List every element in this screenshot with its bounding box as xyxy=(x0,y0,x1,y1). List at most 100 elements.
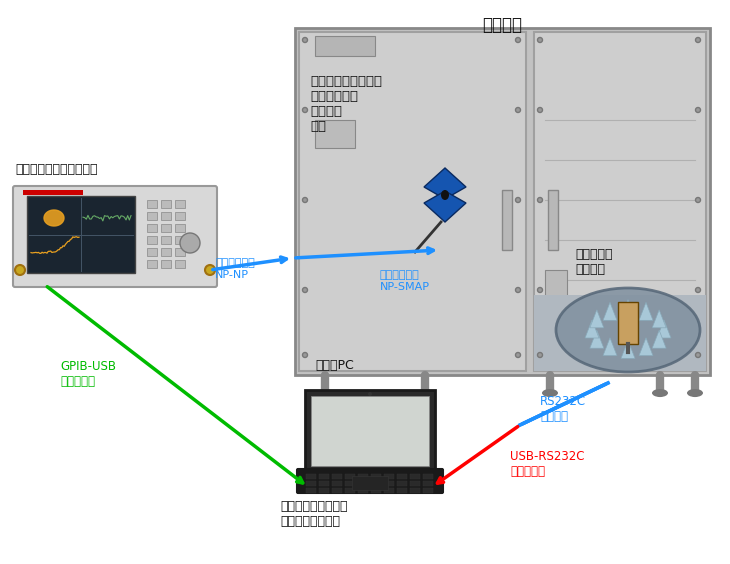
Bar xyxy=(175,236,185,244)
Bar xyxy=(345,488,355,493)
Ellipse shape xyxy=(696,197,701,202)
Polygon shape xyxy=(621,299,635,318)
Bar xyxy=(358,488,368,493)
Bar xyxy=(147,236,157,244)
Polygon shape xyxy=(590,310,604,328)
Bar xyxy=(27,196,135,273)
Bar xyxy=(147,248,157,256)
Bar xyxy=(423,488,433,493)
Text: 同軸ケーブル
NP-NP: 同軸ケーブル NP-NP xyxy=(215,258,255,280)
Bar xyxy=(319,488,329,493)
Ellipse shape xyxy=(515,352,520,358)
Bar xyxy=(315,36,375,56)
Bar xyxy=(147,224,157,232)
Ellipse shape xyxy=(537,352,542,358)
Bar xyxy=(299,32,526,371)
Polygon shape xyxy=(639,338,653,356)
Ellipse shape xyxy=(302,197,307,202)
Bar xyxy=(306,474,316,479)
Ellipse shape xyxy=(368,392,372,396)
Bar xyxy=(311,396,429,466)
Ellipse shape xyxy=(556,288,700,372)
Ellipse shape xyxy=(537,288,542,293)
Text: RS232C
ケーブル: RS232C ケーブル xyxy=(540,395,586,423)
Polygon shape xyxy=(44,210,64,226)
Bar xyxy=(161,260,171,268)
Bar xyxy=(384,474,394,479)
Bar xyxy=(332,474,342,479)
Ellipse shape xyxy=(441,190,449,200)
Bar xyxy=(352,476,388,490)
Polygon shape xyxy=(639,302,653,320)
Bar xyxy=(371,488,381,493)
Ellipse shape xyxy=(515,288,520,293)
Bar xyxy=(384,481,394,486)
Text: 電磁波放射パターン
測定ソフトウェア: 電磁波放射パターン 測定ソフトウェア xyxy=(280,500,347,528)
Ellipse shape xyxy=(302,288,307,293)
Ellipse shape xyxy=(696,352,701,358)
Bar xyxy=(410,481,420,486)
Bar xyxy=(548,190,558,250)
Bar xyxy=(397,474,407,479)
Ellipse shape xyxy=(537,108,542,112)
Bar xyxy=(161,224,171,232)
Bar xyxy=(371,481,381,486)
Bar xyxy=(545,270,567,300)
Bar xyxy=(397,481,407,486)
Bar xyxy=(345,481,355,486)
Polygon shape xyxy=(603,302,617,320)
Polygon shape xyxy=(652,330,666,348)
Bar xyxy=(306,488,316,493)
Text: 電動ターン
テーブル: 電動ターン テーブル xyxy=(575,248,612,276)
Bar xyxy=(397,488,407,493)
Bar xyxy=(147,260,157,268)
Ellipse shape xyxy=(417,389,433,397)
Text: ノートPC: ノートPC xyxy=(315,359,354,372)
Polygon shape xyxy=(424,191,466,222)
Text: コンバータ: コンバータ xyxy=(510,465,545,478)
Bar xyxy=(319,474,329,479)
Bar xyxy=(306,481,316,486)
Ellipse shape xyxy=(696,108,701,112)
Bar xyxy=(384,488,394,493)
Bar xyxy=(534,32,706,371)
Polygon shape xyxy=(585,320,599,338)
Bar xyxy=(345,474,355,479)
Bar xyxy=(319,481,329,486)
Polygon shape xyxy=(590,330,604,348)
Ellipse shape xyxy=(302,108,307,112)
Ellipse shape xyxy=(537,37,542,42)
Ellipse shape xyxy=(687,389,703,397)
Polygon shape xyxy=(424,168,466,199)
Ellipse shape xyxy=(515,197,520,202)
Polygon shape xyxy=(652,310,666,328)
Ellipse shape xyxy=(652,389,668,397)
Ellipse shape xyxy=(205,265,215,275)
Bar xyxy=(23,190,83,195)
Text: 電波暗筱: 電波暗筱 xyxy=(483,16,523,34)
Ellipse shape xyxy=(317,389,333,397)
Bar xyxy=(358,481,368,486)
Bar xyxy=(175,224,185,232)
Ellipse shape xyxy=(15,265,25,275)
Bar xyxy=(161,200,171,208)
FancyBboxPatch shape xyxy=(13,186,217,287)
Bar xyxy=(161,236,171,244)
Bar xyxy=(147,212,157,220)
Bar xyxy=(618,302,638,344)
Bar xyxy=(315,120,355,148)
Bar xyxy=(175,260,185,268)
FancyBboxPatch shape xyxy=(297,469,443,493)
Ellipse shape xyxy=(542,389,558,397)
Bar xyxy=(147,200,157,208)
Text: GPIB-USB
コンバータ: GPIB-USB コンバータ xyxy=(60,360,116,388)
Polygon shape xyxy=(603,338,617,356)
Bar xyxy=(534,295,706,371)
Bar xyxy=(305,390,435,470)
Ellipse shape xyxy=(302,37,307,42)
Polygon shape xyxy=(621,341,635,358)
Ellipse shape xyxy=(696,37,701,42)
Bar xyxy=(371,474,381,479)
Bar xyxy=(502,190,512,250)
Bar xyxy=(358,474,368,479)
